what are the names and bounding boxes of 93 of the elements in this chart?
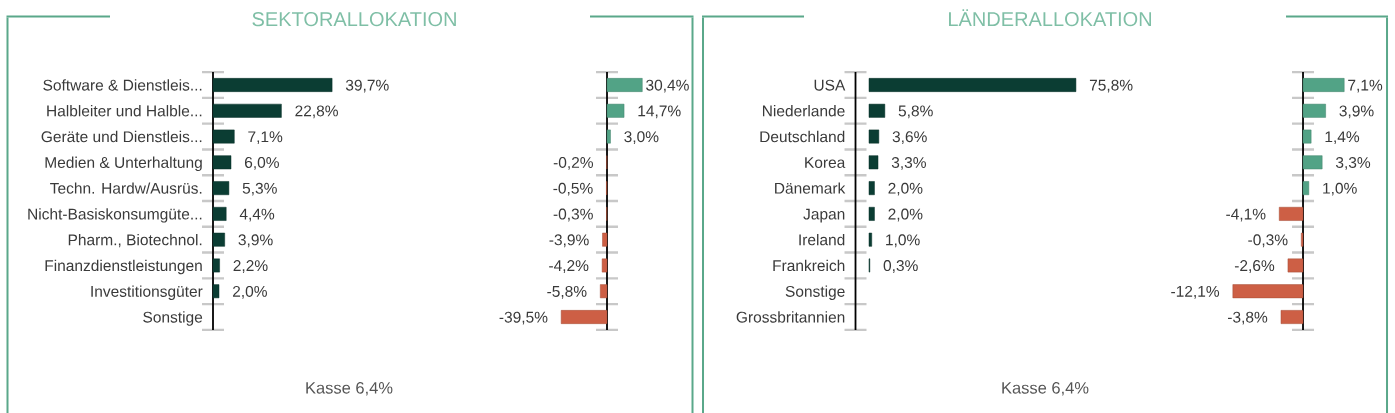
text: Kasse 6,4% xyxy=(1002,381,1089,396)
bar xyxy=(606,129,611,144)
bar xyxy=(868,78,1077,92)
bar xyxy=(212,78,333,92)
y-tick-label: Geräte und Dienstleis... xyxy=(41,130,202,143)
data-label: -0,2% xyxy=(553,157,594,170)
y-tick-label: Dänemark xyxy=(775,182,846,194)
y-tick-label: Frankreich xyxy=(773,259,845,272)
bar xyxy=(1302,129,1312,144)
data-label: 5,3% xyxy=(242,182,277,196)
bar xyxy=(212,129,235,144)
bar xyxy=(212,232,225,247)
data-label: 6,0% xyxy=(244,157,279,170)
data-label: 2,0% xyxy=(888,182,923,196)
data-label: 7,1% xyxy=(248,131,283,145)
y-tick-label: Pharm., Biotechnol. xyxy=(68,233,202,248)
bar xyxy=(212,258,220,273)
y-tick-label: Deutschland xyxy=(760,130,845,143)
bar xyxy=(212,181,230,196)
bar xyxy=(600,284,608,299)
bar xyxy=(868,181,875,196)
y-tick-label: Korea xyxy=(805,157,846,168)
bar xyxy=(212,284,220,299)
data-label: 3,0% xyxy=(624,131,659,145)
bar xyxy=(868,232,872,247)
data-label: 3,6% xyxy=(892,131,927,145)
bar xyxy=(868,155,879,170)
data-label: 2,0% xyxy=(888,208,923,222)
data-label: -0,3% xyxy=(1248,234,1288,248)
data-label: -2,6% xyxy=(1234,260,1275,273)
y-tick-label: Medien & Unterhaltung xyxy=(45,156,202,172)
data-label: 2,2% xyxy=(233,260,268,273)
y-tick-label: Techn. Hardw/Ausrüs. xyxy=(50,182,202,194)
data-label: 1,0% xyxy=(886,234,920,248)
bar xyxy=(1302,78,1345,92)
bar xyxy=(212,155,232,170)
bar xyxy=(560,310,608,324)
bar xyxy=(1278,207,1304,221)
bar xyxy=(1232,284,1304,299)
chart-title: LÄNDERALLOKATION xyxy=(949,9,1151,27)
data-label: 22,8% xyxy=(295,105,338,119)
data-label: -3,9% xyxy=(549,234,589,248)
data-label: 14,7% xyxy=(638,105,681,119)
data-label: -0,5% xyxy=(553,182,593,196)
bar xyxy=(606,78,643,92)
bar xyxy=(212,103,282,118)
data-label: 3,9% xyxy=(1339,105,1374,119)
y-tick-label: Investitionsgüter xyxy=(91,285,203,300)
y-tick-label: Nicht-Basiskonsumgüte... xyxy=(28,208,202,223)
bar xyxy=(1302,103,1326,118)
bar xyxy=(1302,181,1310,196)
data-label: 3,3% xyxy=(1335,157,1371,170)
bar xyxy=(606,103,625,118)
data-label: -4,2% xyxy=(549,260,589,273)
data-label: 30,4% xyxy=(646,79,689,93)
y-tick-label: Sonstige xyxy=(143,311,203,326)
data-label: 3,3% xyxy=(891,157,926,170)
data-label: -5,8% xyxy=(547,285,587,299)
data-label: 2,0% xyxy=(232,285,267,299)
data-label: 75,8% xyxy=(1089,79,1133,93)
data-label: 4,4% xyxy=(239,208,275,222)
bar xyxy=(868,103,886,118)
data-label: 5,8% xyxy=(898,105,933,119)
y-tick-label: Japan xyxy=(803,208,845,223)
bar xyxy=(602,232,608,247)
y-tick-label: Halbleiter und Halble... xyxy=(47,105,202,117)
y-tick-label: Niederlande xyxy=(762,105,845,117)
y-tick-label: USA xyxy=(814,79,846,91)
chart-title: SEKTORALLOKATION xyxy=(252,12,456,27)
bar xyxy=(868,207,875,221)
text: Kasse 6,4% xyxy=(306,381,393,396)
data-label: -39,5% xyxy=(499,311,548,325)
data-label: -12,1% xyxy=(1171,285,1220,299)
y-tick-label: Sonstige xyxy=(785,285,845,300)
bar xyxy=(1280,310,1304,324)
bar xyxy=(601,258,608,273)
data-label: 3,9% xyxy=(238,234,273,248)
data-label: 0,3% xyxy=(883,260,918,273)
data-label: 39,7% xyxy=(345,79,389,93)
y-tick-label: Ireland xyxy=(799,233,845,246)
data-label: 1,4% xyxy=(1325,131,1360,145)
data-label: -3,8% xyxy=(1227,311,1268,325)
y-tick-label: Finanzdienstleistungen xyxy=(45,259,202,275)
data-label: -0,3% xyxy=(553,208,593,222)
y-tick-label: Grossbritannien xyxy=(736,311,845,323)
y-tick-label: Software & Dienstleis... xyxy=(43,79,202,91)
bar xyxy=(1287,258,1304,273)
data-label: -4,1% xyxy=(1226,208,1266,222)
bar xyxy=(1302,155,1323,170)
data-label: 1,0% xyxy=(1323,182,1357,196)
bar xyxy=(868,129,880,144)
bar xyxy=(212,207,227,221)
data-label: 7,1% xyxy=(1348,79,1383,93)
